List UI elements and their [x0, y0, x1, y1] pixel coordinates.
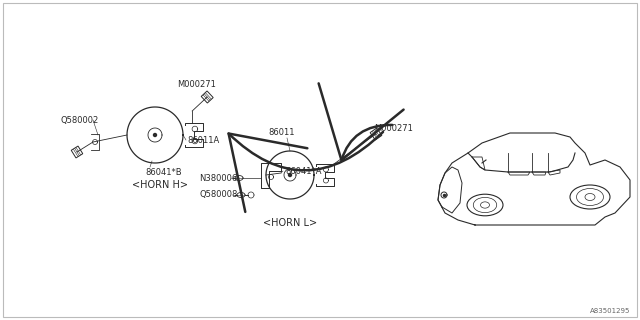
Circle shape [154, 133, 157, 137]
Text: Q580008: Q580008 [199, 190, 237, 199]
Circle shape [289, 173, 291, 177]
Text: N380006: N380006 [199, 173, 237, 182]
Text: 86011A: 86011A [187, 135, 220, 145]
Text: <HORN H>: <HORN H> [132, 180, 188, 190]
Text: M000271: M000271 [177, 80, 216, 89]
Text: 86041*A: 86041*A [285, 166, 321, 175]
FancyArrowPatch shape [319, 84, 404, 160]
Text: A83501295: A83501295 [589, 308, 630, 314]
Text: <HORN L>: <HORN L> [263, 218, 317, 228]
Text: 86041*B: 86041*B [145, 168, 182, 177]
Text: M000271: M000271 [374, 124, 413, 132]
Text: 86011: 86011 [269, 128, 295, 137]
Text: Q580002: Q580002 [60, 116, 99, 124]
FancyArrowPatch shape [228, 132, 383, 212]
